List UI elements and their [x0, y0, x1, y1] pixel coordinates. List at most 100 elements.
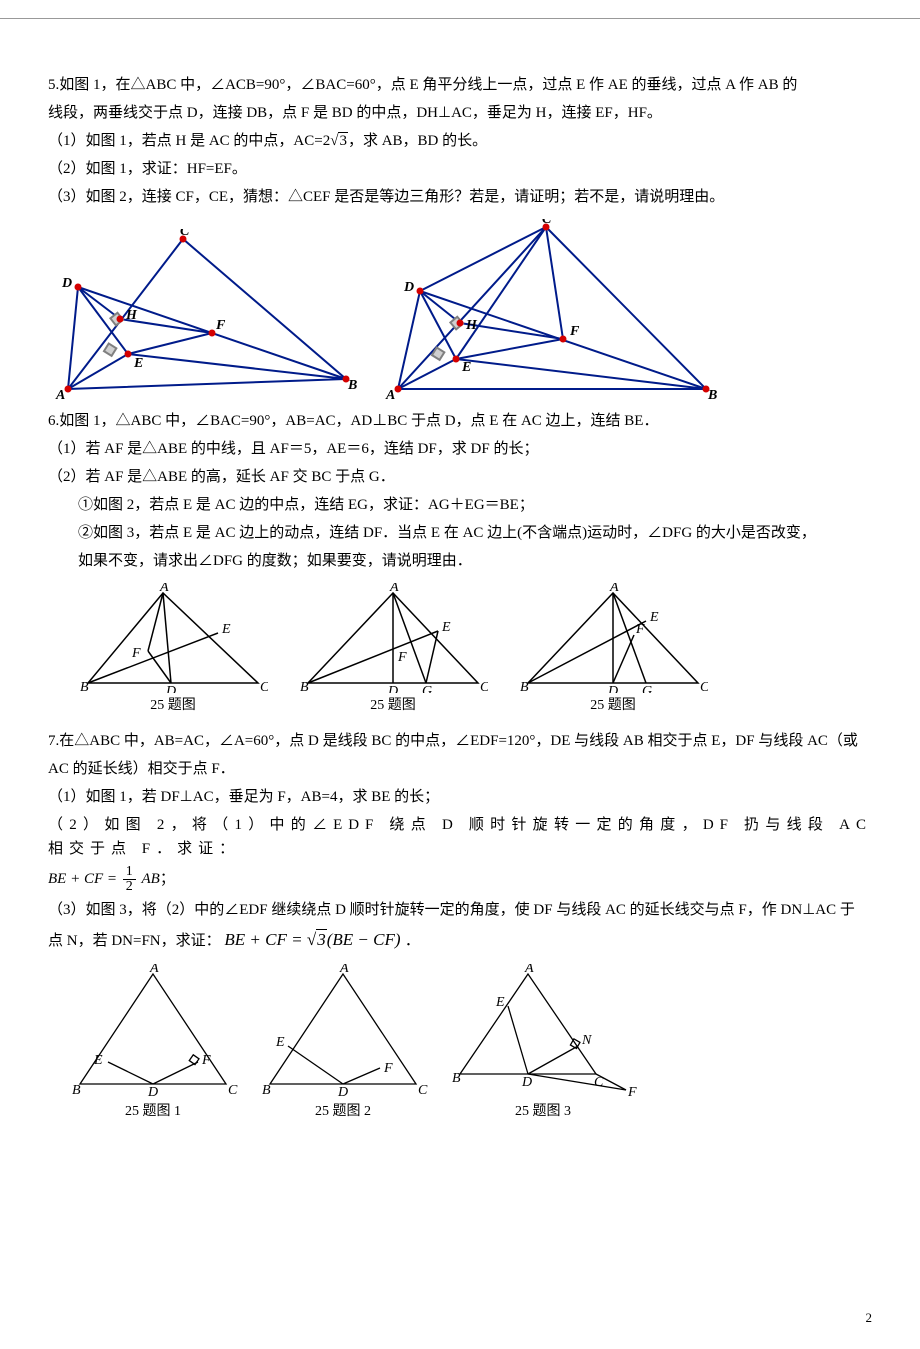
p6-fig3: A B C D G E F: [518, 583, 708, 693]
svg-text:E: E: [93, 1053, 103, 1068]
p7-cap1: 25 题图 1: [125, 1101, 181, 1123]
svg-text:F: F: [397, 650, 407, 665]
page-number: 2: [866, 1308, 873, 1329]
svg-text:E: E: [221, 622, 231, 637]
svg-text:G: G: [422, 684, 432, 693]
svg-text:F: F: [383, 1061, 393, 1076]
p6-fig1: A B C D E F: [78, 583, 268, 693]
svg-text:E: E: [275, 1035, 285, 1050]
svg-text:C: C: [700, 680, 708, 693]
p7-q1: （1）如图 1，若 DF⊥AC，垂足为 F，AB=4，求 BE 的长；: [48, 785, 872, 809]
p7-eq-lhs: BE + CF =: [48, 871, 117, 887]
p6-cap2: 25 题图: [370, 695, 416, 717]
svg-text:E: E: [495, 995, 505, 1010]
p7-eq-frac: 1 2: [123, 865, 136, 894]
svg-text:D: D: [521, 1075, 532, 1090]
svg-text:D: D: [147, 1085, 158, 1099]
svg-text:A: A: [55, 388, 65, 399]
svg-text:E: E: [461, 360, 471, 375]
p6-q2a: ①如图 2，若点 E 是 AC 边的中点，连结 EG，求证：AG＋EG＝BE；: [48, 493, 872, 517]
svg-text:F: F: [201, 1053, 211, 1068]
svg-text:A: A: [609, 583, 619, 595]
p7-q2a: （2）如图 2，将（1）中的∠EDF 绕点 D 顺时针旋转一定的角度，DF 扔与…: [48, 813, 872, 861]
svg-text:A: A: [524, 964, 534, 976]
p5-fig2: AB CD EH F: [378, 219, 718, 399]
p7-fig1-col: A B C D E F 25 题图 1: [68, 964, 238, 1123]
svg-text:B: B: [300, 680, 309, 693]
svg-text:C: C: [542, 219, 552, 227]
p5-q3: （3）如图 2，连接 CF，CE，猜想：△CEF 是否是等边三角形？若是，请证明…: [48, 185, 872, 209]
svg-text:A: A: [385, 388, 395, 399]
p5-stem-l1: 5.如图 1，在△ABC 中，∠ACB=90°，∠BAC=60°，点 E 角平分…: [48, 73, 872, 97]
svg-text:E: E: [441, 620, 451, 635]
svg-text:C: C: [594, 1075, 604, 1090]
svg-text:C: C: [260, 680, 268, 693]
svg-text:D: D: [607, 684, 618, 693]
p6-fig3-col: A B C D G E F 25 题图: [518, 583, 708, 717]
svg-text:E: E: [649, 610, 659, 625]
svg-text:A: A: [339, 964, 349, 976]
p7-q3b-dot: ．: [405, 933, 420, 949]
svg-text:D: D: [165, 684, 176, 693]
p6-figs: AB CD EF 25 题图 AB CD GE: [48, 583, 872, 717]
p5-q1-d: ，求 AB，BD 的长。: [348, 133, 487, 149]
p7-cap3: 25 题图 3: [515, 1101, 571, 1123]
p7-q3b-eq: BE + CF = √3(BE − CF): [224, 929, 404, 949]
p7-eq-semi: ；: [160, 871, 175, 887]
p5-stem-l2: 线段，两垂线交于点 D，连接 DB，点 F 是 BD 的中点，DH⊥AC，垂足为…: [48, 101, 872, 125]
p6-stem: 6.如图 1，△ABC 中，∠BAC=90°，AB=AC，AD⊥BC 于点 D，…: [48, 409, 872, 433]
svg-text:B: B: [262, 1083, 271, 1098]
svg-text:F: F: [215, 318, 226, 333]
p7-stem-l2: AC 的延长线）相交于点 F．: [48, 757, 872, 781]
p7-q3b-a: 点 N，若 DN=FN，求证：: [48, 933, 221, 949]
svg-text:B: B: [520, 680, 529, 693]
page: 5.如图 1，在△ABC 中，∠ACB=90°，∠BAC=60°，点 E 角平分…: [0, 18, 920, 1349]
svg-text:D: D: [387, 684, 398, 693]
p5-figs: A B C D E H F: [48, 219, 872, 399]
p5-q1-rad: 3: [338, 132, 348, 149]
svg-text:B: B: [707, 388, 717, 399]
svg-text:C: C: [480, 680, 488, 693]
svg-text:A: A: [149, 964, 159, 976]
svg-text:G: G: [642, 684, 652, 693]
p7-fig3-col: AB CD EN F 25 题图 3: [448, 964, 638, 1123]
svg-text:D: D: [337, 1085, 348, 1099]
p5-fig1: AB CD EH F: [48, 229, 358, 399]
p7-stem-l1: 7.在△ABC 中，AB=AC，∠A=60°，点 D 是线段 BC 的中点，∠E…: [48, 729, 872, 753]
p6-cap3: 25 题图: [590, 695, 636, 717]
svg-text:H: H: [125, 308, 138, 323]
svg-text:F: F: [635, 622, 645, 637]
svg-text:B: B: [347, 378, 357, 393]
p6-q2b: ②如图 3，若点 E 是 AC 边上的动点，连结 DF．当点 E 在 AC 边上…: [48, 521, 872, 545]
p7-eq-num: 1: [123, 865, 136, 880]
p7-eq-den: 2: [123, 880, 136, 894]
p7-fig2: AB CD EF: [258, 964, 428, 1099]
svg-text:E: E: [133, 356, 143, 371]
p6-cap1: 25 题图: [150, 695, 196, 717]
svg-text:B: B: [452, 1071, 461, 1086]
svg-text:B: B: [72, 1083, 81, 1098]
p7-fig2-col: AB CD EF 25 题图 2: [258, 964, 428, 1123]
svg-text:N: N: [581, 1033, 592, 1048]
svg-text:F: F: [131, 646, 141, 661]
p6-fig1-col: A B C D E F 25 题图: [78, 583, 268, 717]
p7-figs: AB CD EF 25 题图 1 AB CD EF 25: [48, 964, 872, 1123]
p6-q2: （2）若 AF 是△ABE 的高，延长 AF 交 BC 于点 G．: [48, 465, 872, 489]
p7-cap2: 25 题图 2: [315, 1101, 371, 1123]
svg-text:A: A: [159, 583, 169, 595]
p7-fig1: A B C D E F: [68, 964, 238, 1099]
p7-eq-rhs: AB: [142, 871, 160, 887]
p7-fig3: AB CD EN F: [448, 964, 638, 1099]
p6-q1: （1）若 AF 是△ABE 的中线，且 AF＝5，AE＝6，连结 DF，求 DF…: [48, 437, 872, 461]
p6-fig2-col: AB CD GE F 25 题图: [298, 583, 488, 717]
p7-q3b: 点 N，若 DN=FN，求证： BE + CF = √3(BE − CF) ．: [48, 926, 872, 953]
p6-fig2: AB CD GE F: [298, 583, 488, 693]
p5-q1: （1）如图 1，若点 H 是 AC 的中点，AC=2√3，求 AB，BD 的长。: [48, 129, 872, 153]
svg-text:D: D: [61, 276, 72, 291]
p5-q2: （2）如图 1，求证：HF=EF。: [48, 157, 872, 181]
svg-text:F: F: [569, 324, 580, 339]
svg-text:C: C: [228, 1083, 238, 1098]
p7-q3a: （3）如图 3，将（2）中的∠EDF 继续绕点 D 顺时针旋转一定的角度，使 D…: [48, 898, 872, 922]
svg-text:B: B: [80, 680, 89, 693]
svg-text:D: D: [403, 280, 414, 295]
